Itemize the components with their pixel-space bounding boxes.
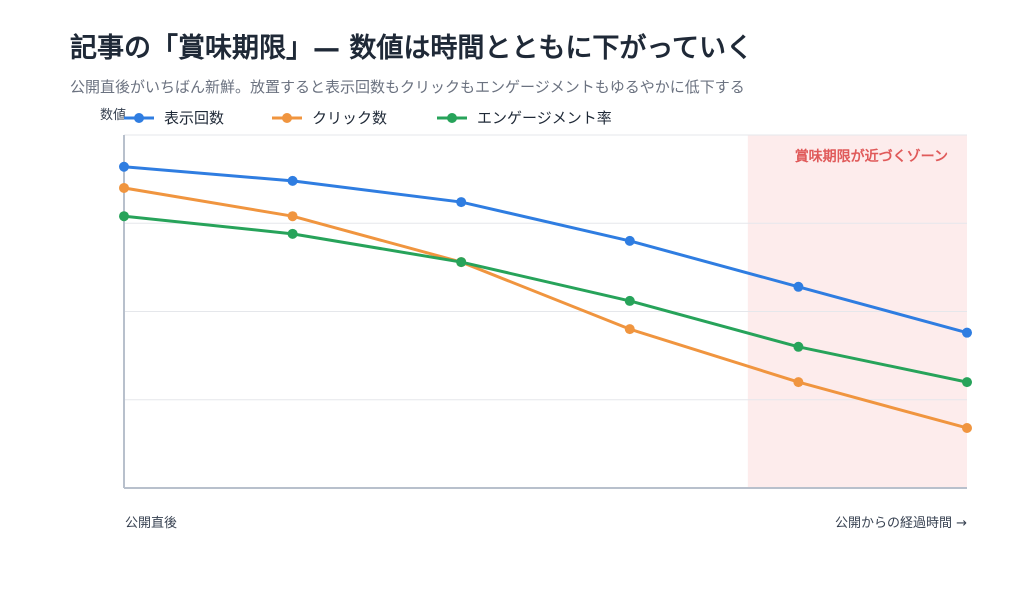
- legend-swatch-dot: [134, 113, 144, 123]
- data-point: [119, 182, 129, 193]
- chart-subtitle: 公開直後がいちばん新鮮。放置すると表示回数もクリックもエンゲージメントもゆるやか…: [70, 78, 745, 96]
- data-point: [624, 235, 635, 246]
- legend-label: クリック数: [312, 109, 387, 127]
- data-point: [287, 175, 298, 186]
- legend-swatch-dot: [282, 113, 292, 123]
- data-point: [793, 377, 804, 388]
- data-point: [287, 211, 298, 222]
- series-line-1: [122, 186, 969, 430]
- data-point: [962, 377, 972, 388]
- series-layer: [119, 161, 972, 433]
- data-point: [962, 422, 972, 433]
- data-point: [624, 295, 635, 306]
- data-point: [456, 257, 467, 268]
- data-point: [456, 197, 467, 208]
- series-line-2: [122, 214, 969, 384]
- legend-label: 表示回数: [164, 109, 224, 127]
- data-point: [287, 228, 298, 239]
- y-axis-label: 数値: [100, 107, 126, 123]
- data-point: [962, 327, 972, 338]
- zone-label: 賞味期限が近づくゾーン: [795, 148, 948, 165]
- data-point: [119, 211, 129, 222]
- chart-title: 記事の「賞味期限」— 数値は時間とともに下がっていく: [70, 33, 754, 64]
- legend: 表示回数 クリック数 エンゲージメント率: [124, 109, 612, 127]
- data-point: [793, 341, 804, 352]
- data-point: [793, 281, 804, 292]
- x-tick-start: 公開直後: [125, 516, 177, 531]
- data-point: [119, 161, 129, 172]
- x-tick-end: 公開からの経過時間 →: [835, 516, 967, 531]
- data-point: [624, 324, 635, 335]
- legend-label: エンゲージメント率: [477, 109, 612, 127]
- axis-layer: [123, 135, 967, 489]
- series-line-0: [122, 165, 969, 335]
- grid-layer: [124, 134, 967, 401]
- legend-swatch-dot: [447, 113, 457, 123]
